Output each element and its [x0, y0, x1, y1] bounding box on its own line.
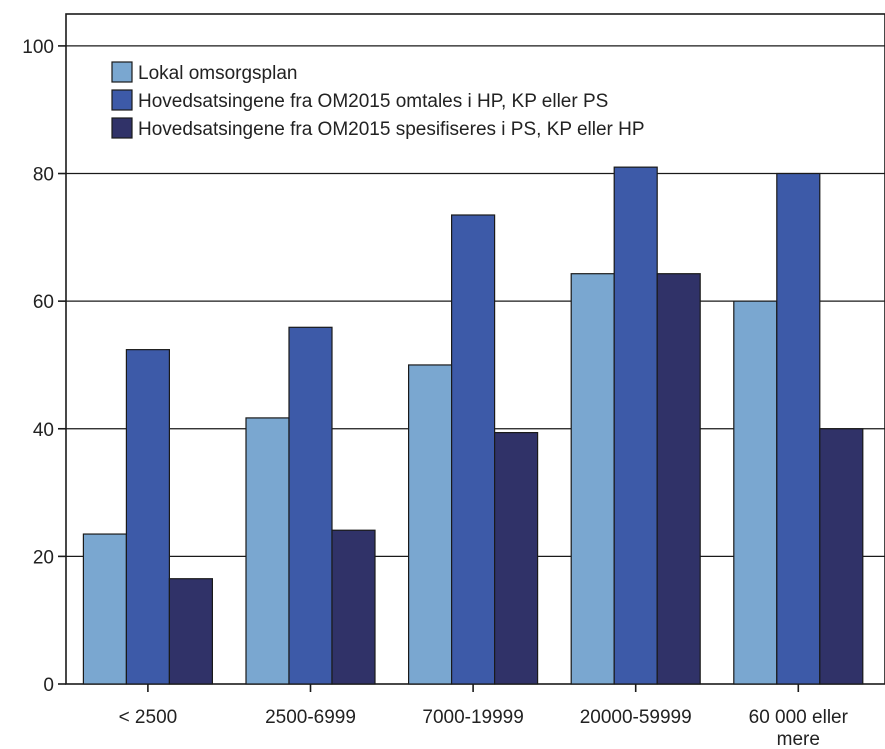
y-tick-label: 80 — [33, 165, 54, 186]
bar — [733, 300, 778, 685]
bar — [494, 431, 539, 685]
legend-swatch — [111, 89, 133, 111]
x-tick-label: 20000-59999 — [580, 707, 692, 728]
bar — [331, 529, 376, 685]
x-tick-label: < 2500 — [119, 707, 178, 728]
x-tick-label: 2500-6999 — [265, 707, 356, 728]
bars — [82, 166, 864, 685]
legend-swatch — [111, 117, 133, 139]
bar — [125, 349, 171, 685]
y-tick-label: 20 — [33, 547, 54, 568]
bar — [776, 172, 821, 685]
legend-label: Lokal omsorgsplan — [138, 63, 297, 84]
legend: Lokal omsorgsplan Hovedsatsingene fra OM2… — [111, 61, 645, 140]
bar — [613, 166, 658, 685]
y-tick-label: 60 — [33, 292, 54, 313]
bar — [819, 428, 864, 685]
legend-label: Hovedsatsingene fra OM2015 omtales i HP,… — [138, 91, 608, 112]
y-tick-label: 0 — [43, 675, 54, 696]
bar — [451, 214, 496, 685]
x-tick-label: 7000-19999 — [422, 707, 523, 728]
bar — [288, 326, 333, 685]
y-tick-label: 40 — [33, 420, 54, 441]
legend-label: Hovedsatsingene fra OM2015 spesifiseres … — [138, 119, 645, 140]
bar — [82, 533, 128, 685]
bar — [408, 364, 453, 685]
y-tick-label: 100 — [22, 37, 54, 58]
bar — [656, 273, 701, 685]
legend-swatch — [111, 61, 133, 83]
x-axis-ticks: < 2500 2500-6999 7000-19999 20000-59999 60 0… — [119, 684, 849, 749]
y-axis-ticks: 0 20 40 60 80 100 — [22, 37, 66, 696]
x-tick-label: 60 000 eller mere — [749, 707, 849, 749]
bar — [168, 578, 213, 685]
bar — [570, 273, 615, 685]
bar — [245, 417, 290, 685]
